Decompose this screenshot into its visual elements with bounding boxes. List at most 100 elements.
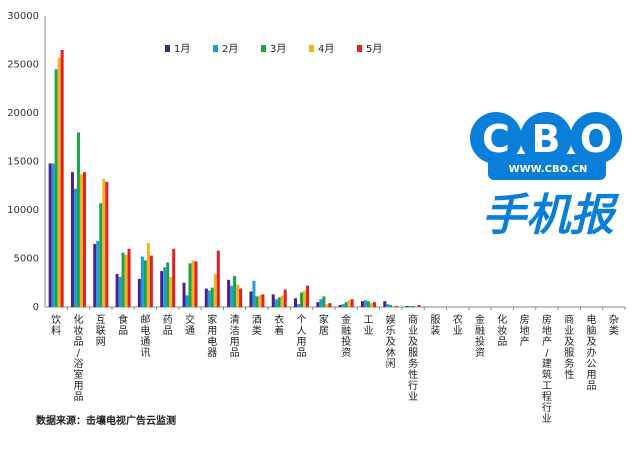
x-category-label: 家居 [319,313,329,337]
y-tick-label: 15000 [7,157,39,168]
bar [294,298,298,307]
bar [389,305,393,307]
x-category-label: 服装 [430,314,440,337]
x-category-label: 药品 [163,314,173,337]
x-category-label: 家用电器 [207,313,217,359]
logo-letter-b: B [532,117,561,161]
bar [280,295,284,307]
chart-legend: 1月 2月 3月 4月 5月 [165,43,382,55]
x-category-label: 房地产/建筑工程行业 [542,313,552,425]
x-category-label: 邮电通讯 [140,313,150,359]
bar [277,297,281,307]
legend-swatch [213,45,218,52]
bar [188,263,192,307]
legend-label: 4月 [318,43,334,55]
bar [322,296,326,307]
x-category-label: 电脑及办公用品 [587,313,597,392]
bar [271,294,275,307]
bar [350,299,354,307]
bar [121,252,125,307]
bar [182,282,186,307]
x-category-label: 个人用品 [297,314,307,359]
x-category-label: 食品 [118,313,128,337]
bar [76,132,80,307]
bar [258,295,262,307]
bar [70,172,74,307]
bar [60,49,64,307]
bar [172,248,176,307]
legend-label: 1月 [174,43,190,55]
x-category-label: 交通 [185,313,195,337]
bar [213,274,217,307]
bar [99,203,103,307]
legend-swatch [357,45,362,52]
legend-label: 2月 [222,43,238,55]
bar [306,285,310,307]
logo-bubble-band [488,154,606,180]
x-category-label: 商业及服务性行业 [408,313,418,403]
x-category-label: 饮料 [51,313,61,337]
y-tick-label: 0 [33,302,39,313]
bar [303,290,307,307]
bar [261,294,265,307]
bar [194,261,198,307]
bar [338,305,342,307]
x-category-label: 商业及服务性 [564,313,574,381]
bar [274,299,278,307]
bar [386,304,390,307]
bar [249,291,253,307]
bar [300,292,304,307]
logo-letter-o: O [580,117,612,161]
bar [392,306,396,307]
bar [405,306,409,307]
bar [166,262,170,307]
bar [297,304,301,307]
legend-label: 3月 [270,43,286,55]
x-category-label: 金融投资 [341,313,351,359]
bar [169,276,173,307]
bar [51,163,55,307]
legend-swatch [261,45,266,52]
logo-bubble-o [570,112,622,164]
bar [372,302,376,307]
bar [227,279,231,307]
bar [96,241,100,307]
x-category-label: 工业 [363,315,373,337]
x-category-label: 化妆品/浴室用品 [73,313,83,403]
x-category-label: 酒类 [252,314,262,337]
bar [283,289,287,307]
logo-bubble-b [520,112,572,164]
bar [149,255,153,307]
bar [316,302,320,307]
bar [79,174,83,307]
bar [408,306,412,307]
logo-url: WWW.CBO.CN [509,164,588,175]
bar [118,276,122,307]
bar [185,295,189,307]
bar [210,287,214,307]
bar [328,303,332,307]
logo-bubble-c [470,112,522,164]
bar [233,275,237,307]
y-tick-label: 20000 [7,108,39,119]
bar [252,280,256,307]
legend-swatch [309,45,314,52]
x-category-label: 衣着 [274,313,284,337]
bar [54,69,58,307]
bar [140,256,144,307]
bar [239,288,243,307]
bar [137,278,141,307]
bar [325,304,329,307]
x-category-label: 金融投资 [475,313,485,359]
x-category-label: 房地产 [520,313,530,348]
bar [57,57,61,308]
x-category-label: 互联网 [96,314,106,348]
logo-name: 手机报 [482,190,620,241]
bar [124,254,128,307]
bar [160,271,164,307]
bar [383,301,387,307]
y-tick-label: 25000 [7,60,39,71]
bar [105,181,109,307]
